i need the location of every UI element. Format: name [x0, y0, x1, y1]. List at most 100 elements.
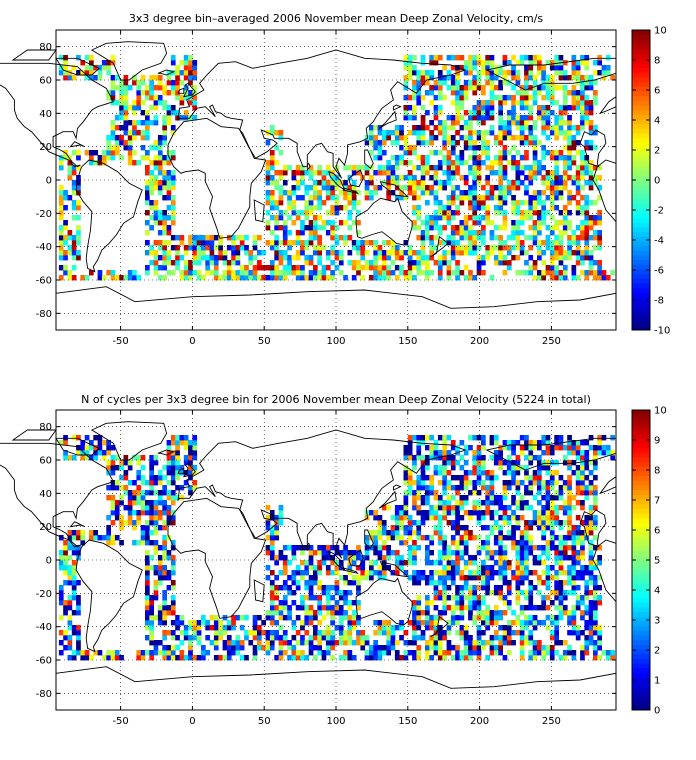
data-bin [149, 655, 154, 661]
data-bin [231, 235, 236, 241]
data-bin [390, 140, 396, 146]
data-bin [558, 610, 564, 616]
data-bin [170, 630, 176, 636]
data-bin [213, 615, 219, 621]
x-tick-label: 0 [189, 716, 195, 727]
data-bin [489, 590, 495, 596]
data-bin [476, 270, 482, 276]
data-bin [558, 180, 564, 186]
coastline [0, 62, 115, 168]
data-bin [149, 75, 154, 81]
data-bin [153, 570, 159, 576]
data-bin [157, 255, 163, 261]
data-bin [360, 635, 366, 641]
data-bin [153, 260, 159, 266]
data-bin [166, 255, 172, 261]
data-bin [463, 485, 469, 491]
data-bin [399, 510, 404, 516]
data-bin [334, 550, 340, 556]
data-bin [394, 555, 400, 561]
data-bin [407, 535, 413, 541]
data-bin [519, 495, 525, 501]
data-bin [593, 235, 598, 241]
data-bin [106, 135, 111, 141]
data-bin [519, 645, 525, 651]
data-bin [231, 245, 236, 251]
data-bin [381, 555, 387, 561]
data-bin [437, 590, 443, 596]
data-bin [588, 200, 594, 206]
data-bin [502, 575, 508, 581]
data-bin [330, 195, 335, 201]
data-bin [373, 250, 378, 256]
data-bin [351, 240, 357, 246]
data-bin [170, 620, 176, 626]
data-bin [381, 260, 387, 266]
data-bin [554, 445, 559, 451]
data-bin [515, 125, 521, 131]
data-bin [157, 515, 163, 521]
data-bin [575, 245, 581, 251]
data-bin [489, 130, 495, 136]
data-bin [308, 275, 314, 281]
data-bin [605, 65, 611, 71]
data-bin [278, 585, 284, 591]
data-bin [205, 625, 210, 631]
data-bin [567, 165, 572, 171]
data-bin [334, 200, 340, 206]
data-bin [450, 655, 456, 661]
data-bin [433, 60, 439, 66]
data-bin [528, 445, 534, 451]
data-bin [502, 170, 508, 176]
data-bin [433, 450, 439, 456]
data-bin [433, 165, 439, 171]
data-bin [394, 155, 400, 161]
data-bin [308, 640, 314, 646]
data-bin [282, 555, 288, 561]
data-bin [149, 225, 154, 231]
data-bin [420, 635, 426, 641]
data-bin [192, 440, 198, 446]
data-bin [412, 275, 417, 281]
data-bin [291, 210, 297, 216]
data-bin [162, 90, 167, 96]
data-bin [377, 170, 383, 176]
data-bin [429, 250, 434, 256]
data-bin [519, 530, 525, 536]
data-bin [468, 590, 473, 596]
data-bin [330, 245, 335, 251]
data-bin [162, 245, 167, 251]
data-bin [282, 230, 288, 236]
data-bin [287, 260, 292, 266]
data-bin [334, 570, 340, 576]
data-bin [420, 440, 426, 446]
data-bin [429, 100, 434, 106]
data-bin [571, 585, 577, 591]
data-bin [610, 75, 615, 81]
data-bin [347, 210, 353, 216]
data-bin [455, 525, 460, 531]
data-bin [588, 510, 594, 516]
data-bin [549, 185, 555, 191]
data-bin [476, 145, 482, 151]
data-bin [493, 155, 499, 161]
data-bin [157, 490, 163, 496]
data-bin [489, 530, 495, 536]
data-bin [489, 85, 495, 91]
data-bin [407, 150, 413, 156]
data-bin [558, 545, 564, 551]
data-bin [317, 585, 322, 591]
data-bin [554, 545, 559, 551]
data-bin [157, 80, 163, 86]
data-bin [558, 130, 564, 136]
data-bin [420, 535, 426, 541]
data-bin [175, 465, 180, 471]
coastline [177, 87, 185, 94]
data-bin [605, 275, 611, 281]
data-bin [356, 620, 361, 626]
data-bin [528, 480, 534, 486]
data-bin [252, 630, 258, 636]
data-bin [89, 75, 94, 81]
data-bin [481, 445, 486, 451]
